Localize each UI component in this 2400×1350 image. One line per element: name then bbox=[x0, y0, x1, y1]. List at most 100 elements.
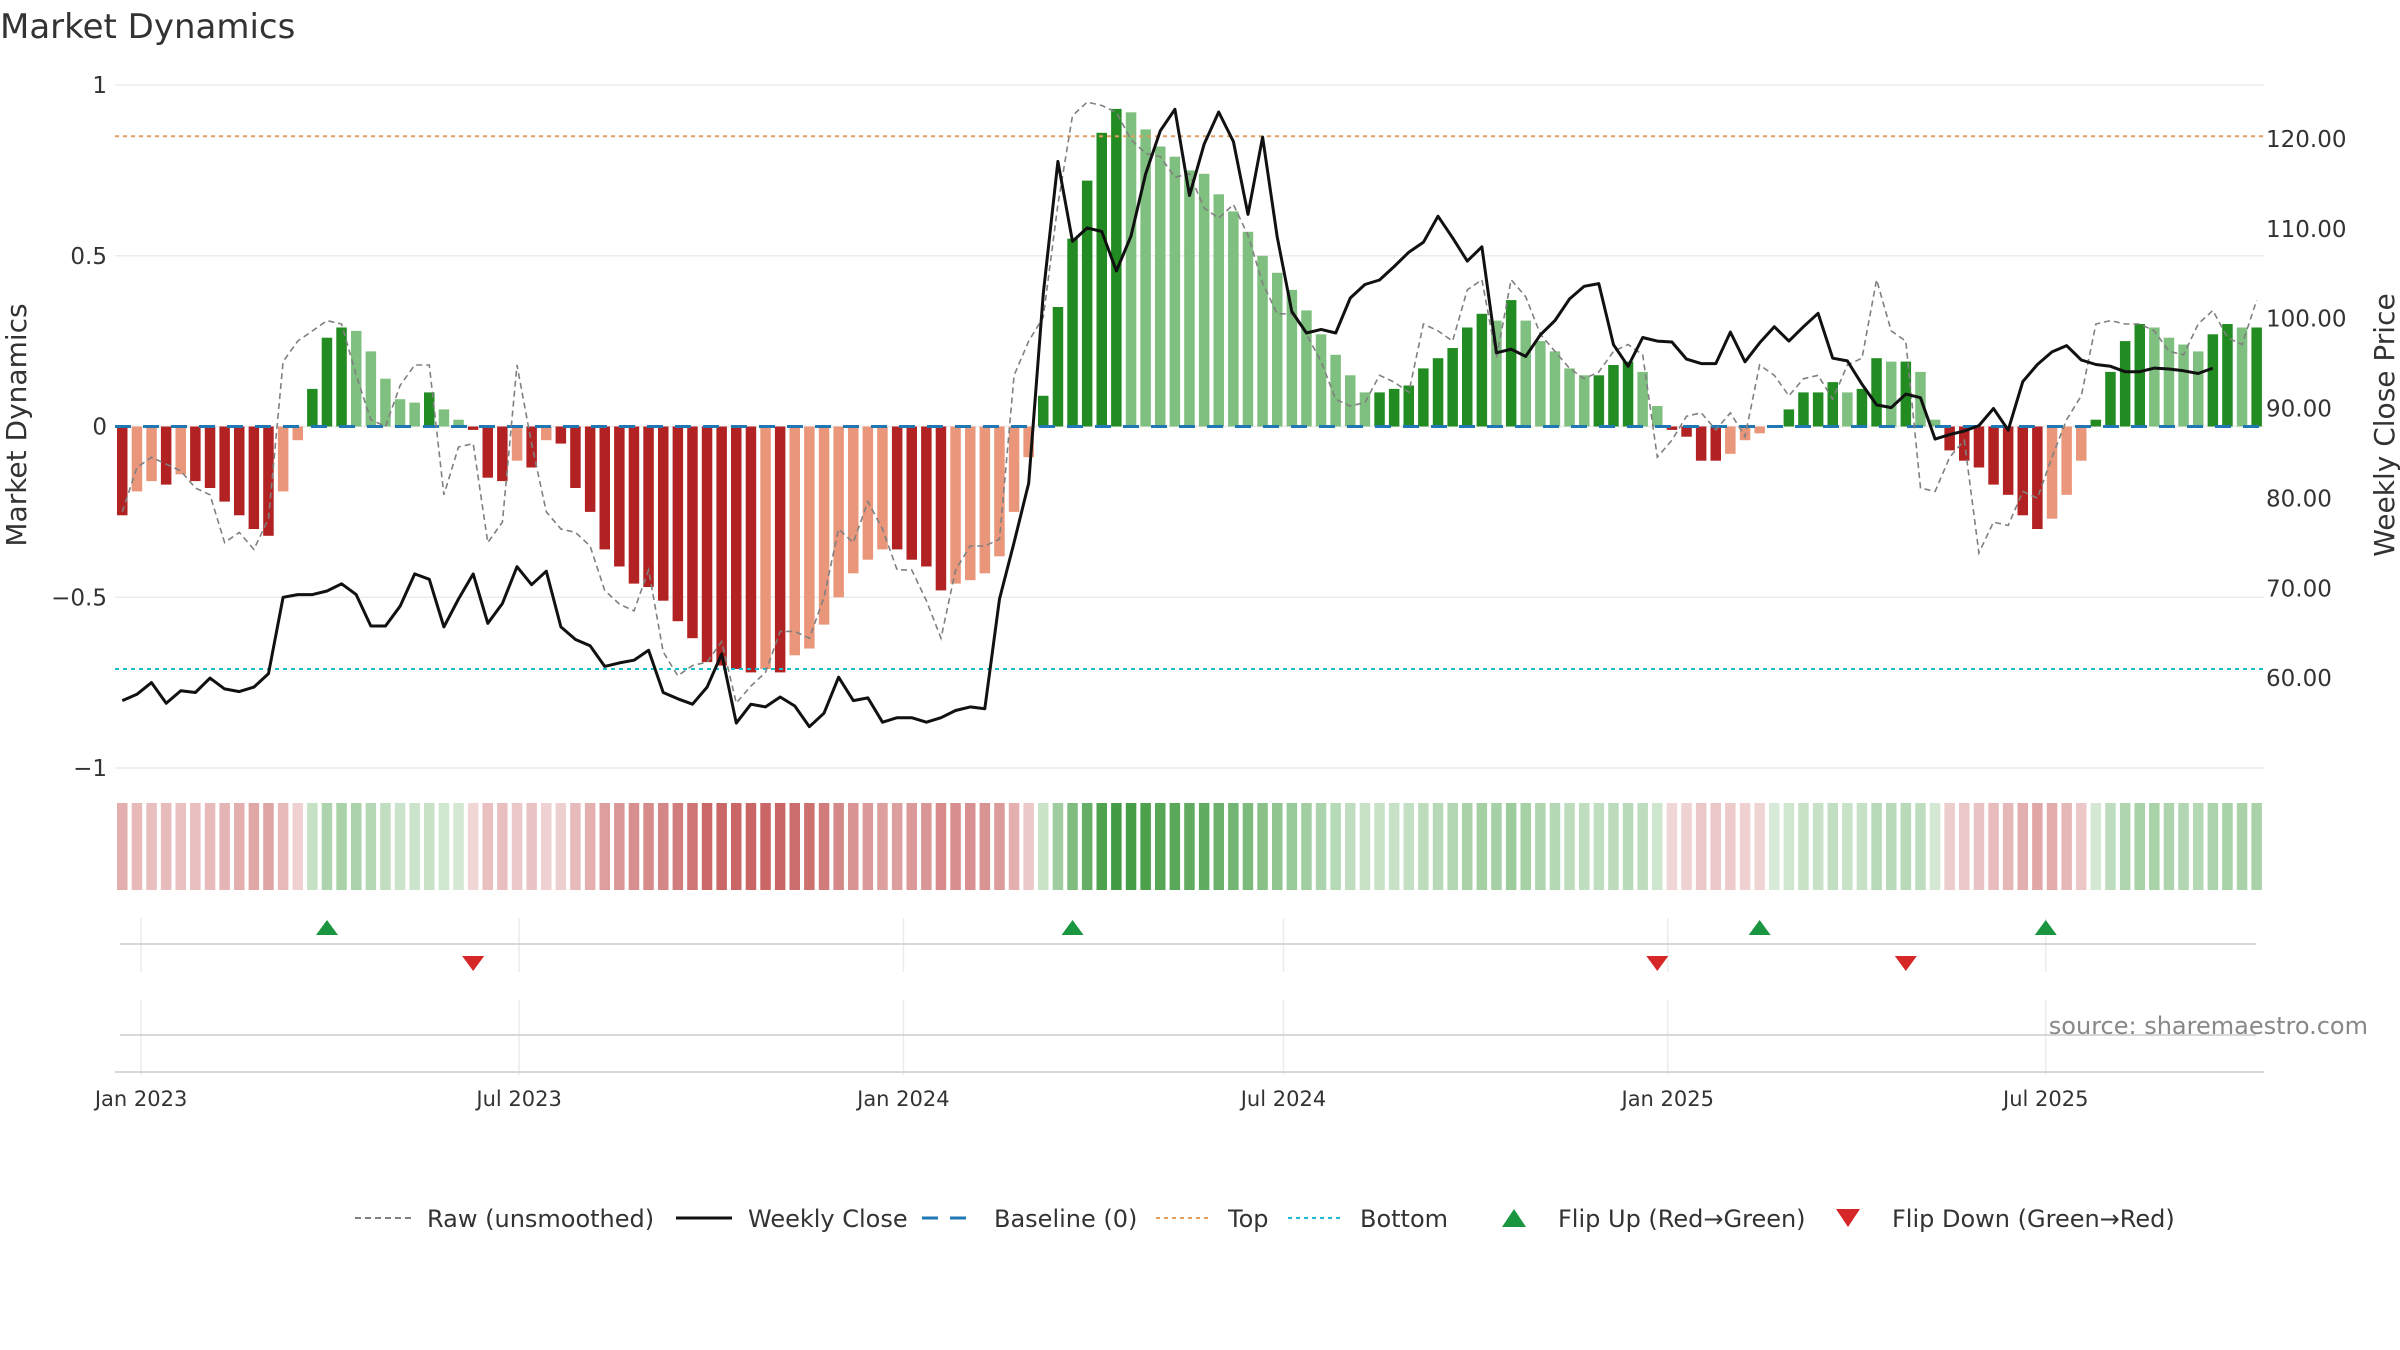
y2-tick-label: 100.00 bbox=[2266, 307, 2346, 333]
dynamics-bar bbox=[219, 426, 230, 502]
y-tick-label: 0.5 bbox=[70, 244, 107, 270]
strip-cell bbox=[2032, 803, 2043, 890]
dynamics-bar bbox=[862, 426, 874, 560]
dynamics-bar bbox=[424, 392, 435, 427]
strip-cell bbox=[818, 803, 830, 890]
strip-cell bbox=[263, 803, 274, 890]
dynamics-bar bbox=[365, 351, 377, 427]
dynamics-bar bbox=[117, 426, 128, 516]
strip-cell bbox=[1418, 803, 1429, 890]
weekly-close-line bbox=[121, 107, 2214, 729]
strip-cell bbox=[1856, 803, 1868, 890]
dynamics-bar bbox=[1198, 173, 1210, 427]
strip-cell bbox=[628, 803, 640, 890]
strip-cell bbox=[1944, 803, 1955, 890]
strip-cell bbox=[2090, 803, 2102, 890]
strip-cell bbox=[2119, 803, 2131, 890]
strip-cell bbox=[1330, 803, 1341, 890]
dynamics-bar bbox=[263, 426, 274, 536]
strip-cell bbox=[1462, 803, 1473, 890]
strip-cell bbox=[117, 803, 128, 890]
strip-cell bbox=[804, 803, 815, 890]
dynamics-bar bbox=[1023, 426, 1034, 458]
legend-flip-down-swatch bbox=[1836, 1209, 1860, 1227]
strip-cell bbox=[1564, 803, 1575, 890]
dynamics-bar bbox=[204, 426, 216, 488]
dynamics-bar bbox=[965, 426, 976, 581]
strip-cell bbox=[497, 803, 508, 890]
strip-cell bbox=[979, 803, 991, 890]
strip-cell bbox=[1111, 803, 1122, 890]
dynamics-bar bbox=[1476, 313, 1488, 427]
dynamics-bar bbox=[1359, 392, 1371, 427]
dynamics-bar bbox=[1301, 310, 1312, 427]
y2-tick-label: 90.00 bbox=[2266, 397, 2332, 423]
strip-cell bbox=[1257, 803, 1268, 890]
strip-cell bbox=[2163, 803, 2175, 890]
dynamics-bar bbox=[2178, 344, 2189, 427]
strip-cell bbox=[731, 803, 742, 890]
strip-cell bbox=[2207, 803, 2219, 890]
legend-label-raw: Raw (unsmoothed) bbox=[427, 1205, 654, 1233]
dynamics-bar bbox=[409, 402, 420, 427]
strip-cell bbox=[789, 803, 800, 890]
y2-tick-label: 70.00 bbox=[2266, 576, 2332, 602]
dynamics-bar bbox=[1798, 392, 1809, 427]
y-tick-label: 0 bbox=[92, 415, 107, 441]
y-tick-label: −0.5 bbox=[51, 585, 107, 611]
dynamics-bar bbox=[1973, 426, 1985, 468]
dynamics-bar bbox=[307, 388, 318, 427]
dynamics-bar bbox=[2236, 327, 2248, 427]
dynamics-bar bbox=[1052, 307, 1064, 427]
dynamics-bar bbox=[1579, 375, 1590, 427]
strip-cell bbox=[1798, 803, 1809, 890]
x-tick-label: Jan 2024 bbox=[855, 1087, 950, 1111]
strip-cell bbox=[394, 803, 406, 890]
y-tick-label: −1 bbox=[73, 756, 107, 782]
strip-cell bbox=[482, 803, 493, 890]
strip-cell bbox=[921, 803, 932, 890]
dynamics-bar bbox=[438, 409, 450, 427]
strip-cell bbox=[2046, 803, 2058, 890]
strip-cell bbox=[1315, 803, 1327, 890]
dynamics-bar bbox=[160, 426, 172, 485]
strip-cell bbox=[1769, 803, 1780, 890]
main-plot-area bbox=[115, 101, 2264, 729]
strip-cell bbox=[1213, 803, 1224, 890]
strip-cell bbox=[424, 803, 435, 890]
dynamics-bar bbox=[935, 426, 947, 591]
x-tick-label: Jan 2025 bbox=[1620, 1087, 1715, 1111]
legend-label-baseline: Baseline (0) bbox=[994, 1205, 1137, 1233]
strip-cell bbox=[2105, 803, 2116, 890]
main-grid: 1 0.5 0 −0.5 −1 120.00 110.00 100.00 90.00 80.00 7… bbox=[51, 73, 2346, 782]
strip-cell bbox=[1622, 803, 1634, 890]
dynamics-bar bbox=[2163, 337, 2175, 427]
dynamics-bar bbox=[760, 426, 771, 669]
strip-cell bbox=[1739, 803, 1751, 890]
dynamics-bar bbox=[848, 426, 859, 574]
dynamics-bar bbox=[1535, 341, 1546, 427]
strip-cell bbox=[1988, 803, 1999, 890]
strip-cell bbox=[1812, 803, 1824, 890]
dynamics-bar bbox=[1491, 320, 1502, 427]
dynamics-bar bbox=[277, 426, 289, 492]
legend-flip-up-swatch bbox=[1502, 1209, 1526, 1227]
dynamics-bar bbox=[1213, 194, 1224, 427]
dynamics-bar bbox=[1666, 426, 1678, 430]
dynamics-bar bbox=[1345, 375, 1356, 427]
strip-cell bbox=[1345, 803, 1356, 890]
strip-cell bbox=[1900, 803, 1912, 890]
y2-axis-label: Weekly Close Price bbox=[2368, 293, 2400, 556]
dynamics-bar bbox=[1228, 211, 1239, 427]
dynamics-bar bbox=[1462, 327, 1473, 427]
dynamics-bar bbox=[1403, 385, 1414, 427]
strip-cell bbox=[2002, 803, 2014, 890]
strip-cell bbox=[1432, 803, 1444, 890]
flip-down-marker bbox=[462, 956, 485, 971]
strip-cell bbox=[1052, 803, 1064, 890]
dynamics-bar bbox=[1827, 382, 1838, 427]
signal-strip bbox=[117, 803, 2262, 890]
strip-cell bbox=[1505, 803, 1517, 890]
strip-cell bbox=[1008, 803, 1020, 890]
dynamics-bar bbox=[1725, 426, 1736, 454]
